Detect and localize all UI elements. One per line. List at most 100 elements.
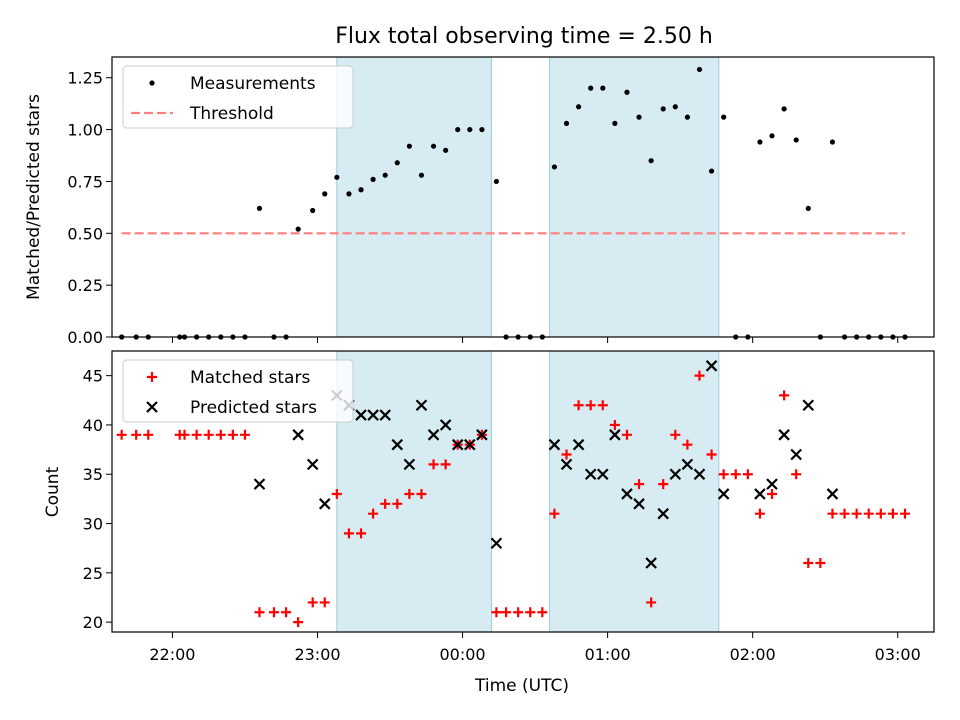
data-point xyxy=(705,360,718,372)
data-point xyxy=(560,458,573,471)
data-point xyxy=(551,164,558,170)
data-point xyxy=(634,479,645,490)
data-point xyxy=(490,537,503,550)
data-point xyxy=(358,187,364,193)
data-point xyxy=(525,607,536,618)
x-tick-label: 23:00 xyxy=(294,645,340,664)
data-point xyxy=(310,207,316,214)
data-point xyxy=(585,400,596,411)
data-point xyxy=(684,114,691,120)
data-point xyxy=(694,370,705,381)
x-tick-label: 22:00 xyxy=(149,645,195,664)
data-point xyxy=(696,66,703,73)
data-point xyxy=(268,607,279,618)
data-point xyxy=(597,468,609,481)
data-point xyxy=(624,89,630,95)
data-point xyxy=(682,439,693,450)
axes-frame xyxy=(111,350,935,633)
y-tick-label: 0.50 xyxy=(67,224,103,243)
data-point xyxy=(600,85,606,91)
data-point xyxy=(829,139,836,145)
top-y-axis-label: Matched/Predicted stars xyxy=(24,94,44,300)
data-point xyxy=(660,106,666,112)
x-tick-label: 01:00 xyxy=(585,645,631,664)
data-point xyxy=(706,449,717,460)
data-point xyxy=(827,508,838,519)
data-point xyxy=(766,478,778,490)
data-point xyxy=(887,508,898,519)
data-point xyxy=(501,607,512,618)
data-point xyxy=(657,507,670,520)
x-tick-label: 03:00 xyxy=(875,645,921,664)
data-point xyxy=(576,104,582,110)
data-point xyxy=(334,174,340,180)
legend-swatch-1 xyxy=(146,401,158,413)
data-point xyxy=(609,419,620,430)
data-point xyxy=(331,488,342,499)
data-point xyxy=(382,172,388,178)
data-point xyxy=(131,429,142,440)
data-point xyxy=(322,191,328,197)
data-point xyxy=(440,459,451,470)
observing-window-0 xyxy=(336,56,493,338)
data-point xyxy=(646,597,657,608)
data-point xyxy=(356,528,367,539)
observing-window-0 xyxy=(336,350,493,633)
data-point xyxy=(681,458,694,471)
data-point xyxy=(717,488,730,500)
x-tick-label: 00:00 xyxy=(440,645,486,664)
y-tick-label: 1.25 xyxy=(67,69,103,88)
y-tick-label: 25 xyxy=(83,564,103,583)
data-point xyxy=(769,133,775,139)
data-point xyxy=(781,106,787,112)
data-point xyxy=(549,508,560,519)
data-point xyxy=(803,557,814,568)
data-point xyxy=(464,438,476,451)
chart-title: Flux total observing time = 2.50 h xyxy=(335,24,713,49)
y-tick-label: 40 xyxy=(83,416,103,435)
data-point xyxy=(253,478,266,490)
data-point xyxy=(805,205,811,212)
data-point xyxy=(394,160,400,166)
data-point xyxy=(451,438,464,451)
data-point xyxy=(815,557,826,568)
data-point xyxy=(292,429,304,441)
data-point xyxy=(404,488,415,499)
data-point xyxy=(793,137,799,143)
data-point xyxy=(597,400,608,411)
data-point xyxy=(493,178,500,185)
data-point xyxy=(730,469,741,480)
data-point xyxy=(669,468,682,481)
data-point xyxy=(612,120,618,126)
data-point xyxy=(343,528,354,539)
data-point xyxy=(778,429,790,441)
data-point xyxy=(239,429,250,440)
data-point xyxy=(721,114,727,120)
data-point xyxy=(584,468,597,481)
y-tick-label: 45 xyxy=(83,367,103,386)
data-point xyxy=(203,429,214,440)
data-point xyxy=(392,498,403,509)
y-tick-label: 0.00 xyxy=(67,328,103,347)
data-point xyxy=(346,191,352,197)
data-point xyxy=(572,438,585,451)
data-point xyxy=(636,114,642,120)
legend-label: Measurements xyxy=(190,74,316,94)
y-tick-label: 30 xyxy=(83,515,103,534)
data-point xyxy=(380,498,391,509)
legend-label: Matched stars xyxy=(190,368,310,388)
data-point xyxy=(443,147,449,153)
y-tick-label: 1.00 xyxy=(67,121,103,140)
y-tick-label: 20 xyxy=(83,613,103,632)
data-point xyxy=(427,429,440,441)
data-point xyxy=(718,469,729,480)
y-tick-label: 35 xyxy=(83,465,103,484)
legend-swatch-0 xyxy=(149,80,155,86)
y-tick-label: 0.25 xyxy=(67,276,103,295)
data-point xyxy=(439,419,452,431)
top-panel: 0.00 0.25 0.50 0.75 1.00 1.25 Measurements Thre… xyxy=(67,56,935,347)
data-point xyxy=(479,126,485,133)
data-point xyxy=(513,607,524,618)
data-point xyxy=(754,488,766,500)
